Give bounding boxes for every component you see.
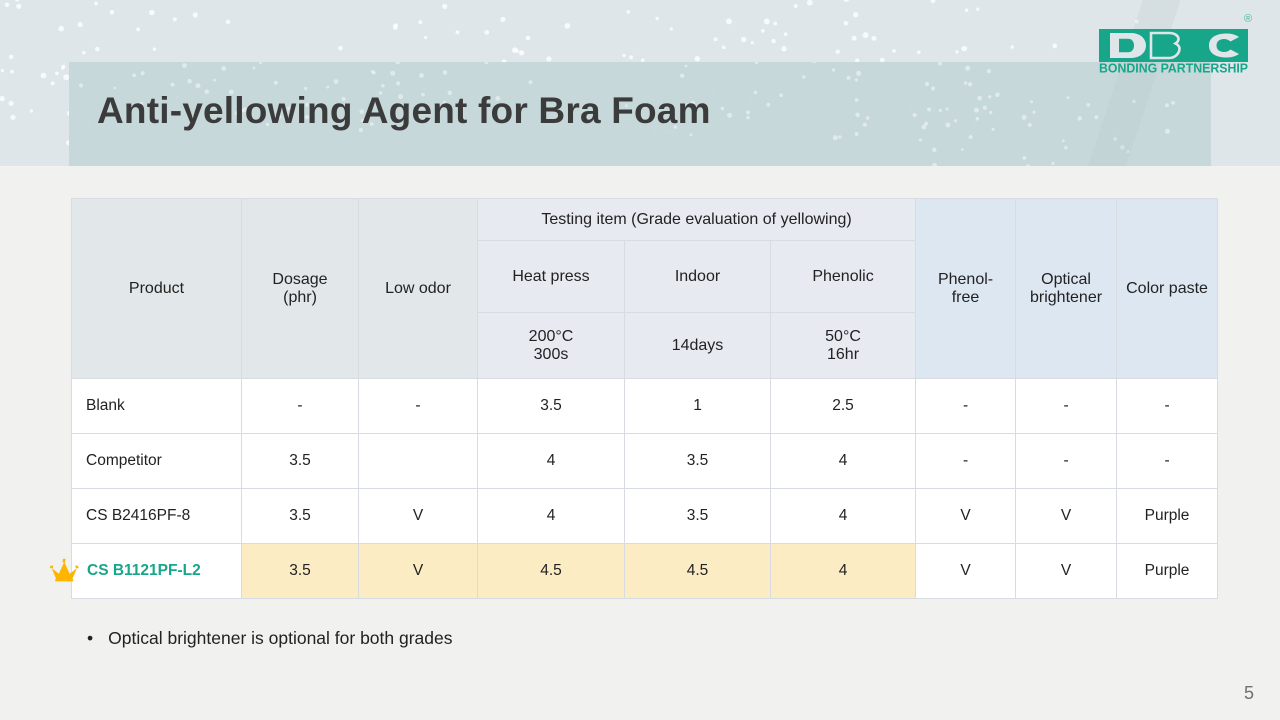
svg-text:BONDING PARTNERSHIP: BONDING PARTNERSHIP	[1099, 62, 1248, 76]
